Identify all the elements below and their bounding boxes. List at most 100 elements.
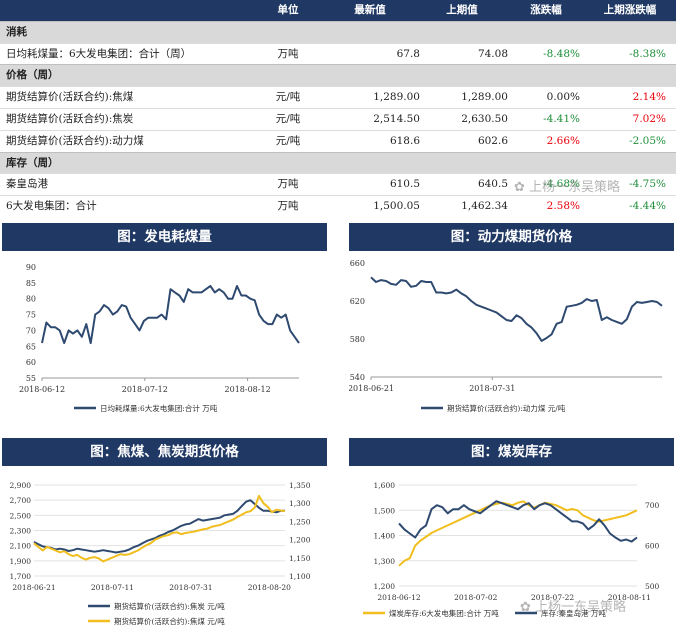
- y-tick-label: 660: [350, 259, 365, 268]
- y-left-tick-label: 1,200: [374, 582, 396, 591]
- x-tick-label: 2018-08-11: [608, 593, 651, 602]
- change-percent: 0.00%: [546, 91, 580, 104]
- column-header: 最新值: [354, 4, 386, 16]
- section-label: 价格（周）: [6, 69, 59, 82]
- table-row: 期货结算价(活跃合约):焦炭 元/吨 2,514.50 2,630.50 -4.41% 7…: [0, 107, 676, 130]
- latest-value: 1,500.05: [373, 200, 420, 213]
- unit-cell: 万吨: [277, 47, 299, 60]
- y-left-tick-label: 2,500: [10, 511, 32, 520]
- chart-svg: 55 60 65 70 75 80 85 90 2018-06-12 2018-07-12 2018…: [19, 263, 300, 413]
- unit-cell: 元/吨: [275, 112, 301, 125]
- indicator-name: 期货结算价(活跃合约):焦炭: [6, 112, 134, 125]
- wechat-icon: ✿: [520, 600, 536, 615]
- y-tick-label: 580: [350, 335, 365, 344]
- x-tick-label: 2018-07-11: [91, 583, 134, 592]
- latest-value: 67.8: [396, 47, 420, 60]
- indicator-name: 秦皇岛港: [6, 178, 48, 191]
- y-tick-label: 70: [26, 326, 36, 335]
- y-tick-label: 55: [26, 374, 36, 383]
- chart-title: 图：煤炭库存: [349, 438, 674, 466]
- latest-value: 610.5: [389, 178, 420, 191]
- x-tick-label: 2018-07-02: [454, 593, 497, 602]
- legend-label: 库存:秦皇岛港 万吨: [541, 608, 606, 618]
- x-tick-label: 2018-06-21: [349, 384, 394, 393]
- x-tick-label: 2018-07-31: [169, 583, 212, 592]
- unit-cell: 万吨: [277, 178, 299, 191]
- y-tick-label: 60: [26, 358, 36, 367]
- change-percent: -4.68%: [543, 178, 580, 191]
- previous-change-percent: 7.02%: [632, 112, 666, 125]
- chart-panel-thermal-coal-futures: 图：动力煤期货价格 540 580 620 660 2018-06-21 2018-07-…: [349, 223, 674, 428]
- y-right-tick-label: 1,150: [289, 554, 311, 563]
- y-right-tick-label: 500: [645, 582, 660, 591]
- previous-value: 2,630.50: [461, 112, 508, 125]
- chart-svg: 540 580 620 660 2018-06-21 2018-07-31 期货结算价(活跃…: [349, 259, 663, 413]
- legend-label: 煤炭库存:6大发电集团:合计 万吨: [389, 608, 499, 618]
- watermark-top: ✿ 上杨一东吴策略: [514, 180, 621, 195]
- x-tick-label: 2018-07-22: [531, 593, 574, 602]
- y-tick-label: 540: [350, 373, 365, 382]
- table-row: 6大发电集团：合计 万吨 1,500.05 1,462.34 2.58% -4.44%: [0, 195, 676, 217]
- x-tick-label: 2018-08-20: [248, 583, 291, 592]
- watermark-bottom: ✿ 上杨一东吴策略: [520, 600, 627, 615]
- y-tick-label: 65: [26, 342, 36, 351]
- indicator-name: 日均耗煤量：6大发电集团：合计（周）: [6, 47, 192, 60]
- legend-label: 期货结算价(活跃合约):焦煤 元/吨: [114, 616, 225, 626]
- previous-change-percent: -8.38%: [629, 47, 666, 60]
- chart-panel-coal-inventory: 图：煤炭库存 1,200 1,300 1,400 1,500 1,600 500 600 70…: [349, 438, 674, 630]
- previous-value: 1,289.00: [461, 91, 508, 104]
- y-left-tick-label: 1,700: [10, 572, 32, 581]
- chart-title: 图：发电耗煤量: [2, 223, 327, 251]
- section-row: 价格（周）: [0, 64, 676, 87]
- y-tick-label: 90: [26, 263, 36, 272]
- change-percent: 2.58%: [546, 200, 580, 213]
- section-label: 消耗: [6, 25, 27, 38]
- previous-value: 74.08: [477, 47, 508, 60]
- column-header: 涨跌幅: [530, 4, 562, 16]
- y-right-tick-label: 1,250: [289, 517, 311, 526]
- latest-value: 1,289.00: [373, 91, 420, 104]
- table-row: 期货结算价(活跃合约):焦煤 元/吨 1,289.00 1,289.00 0.00% 2.…: [0, 86, 676, 108]
- y-left-tick-label: 2,300: [10, 527, 32, 536]
- legend-label: 日均耗煤量:6大发电集团:合计 万吨: [100, 403, 218, 413]
- x-tick-label: 2018-08-12: [225, 385, 271, 394]
- legend-label: 期货结算价(活跃合约):动力煤 元/吨: [447, 403, 566, 413]
- series-line: [370, 276, 663, 342]
- series-line-1: [398, 500, 638, 543]
- change-percent: -4.41%: [543, 112, 580, 125]
- unit-cell: 元/吨: [275, 134, 301, 147]
- y-right-tick-label: 1,100: [289, 572, 311, 581]
- previous-value: 1,462.34: [461, 200, 508, 213]
- series-line-0: [398, 500, 638, 567]
- section-row: 消耗: [0, 20, 676, 43]
- x-tick-label: 2018-06-21: [12, 583, 55, 592]
- unit-cell: 万吨: [277, 200, 299, 213]
- y-left-tick-label: 1,600: [374, 481, 396, 490]
- column-header: 上期涨跌幅: [603, 4, 657, 16]
- previous-change-percent: 2.14%: [632, 91, 666, 104]
- indicator-name: 期货结算价(活跃合约):焦煤: [6, 91, 134, 104]
- y-tick-label: 620: [350, 297, 365, 306]
- y-left-tick-label: 1,400: [374, 532, 396, 541]
- x-tick-label: 2018-07-12: [122, 385, 168, 394]
- chart-title: 图：焦煤、焦炭期货价格: [2, 438, 327, 466]
- chart-panel-power-coal-consumption: 图：发电耗煤量 55 60 65 70 75 80 85 90 2018-06-12 2018-0…: [2, 223, 327, 428]
- y-tick-label: 80: [26, 295, 36, 304]
- chart-title: 图：动力煤期货价格: [349, 223, 674, 251]
- indicator-name: 6大发电集团：合计: [6, 200, 97, 213]
- previous-value: 602.6: [477, 134, 508, 147]
- column-header: 上期值: [446, 4, 478, 16]
- wechat-icon: ✿: [514, 180, 530, 195]
- unit-cell: 元/吨: [275, 91, 301, 104]
- latest-value: 618.6: [389, 134, 420, 147]
- table-row: 期货结算价(活跃合约):动力煤 元/吨 618.6 602.6 2.66% -2.05%: [0, 129, 676, 152]
- latest-value: 2,514.50: [373, 112, 420, 125]
- previous-value: 640.5: [477, 178, 508, 191]
- legend-label: 期货结算价(活跃合约):焦炭 元/吨: [114, 601, 225, 611]
- y-left-tick-label: 2,700: [10, 496, 32, 505]
- section-label: 库存（周）: [6, 156, 59, 169]
- series-line-1: [33, 494, 286, 563]
- change-percent: 2.66%: [546, 134, 580, 147]
- y-right-tick-label: 600: [645, 542, 660, 551]
- table-row: 秦皇岛港 万吨 610.5 640.5 -4.68% -4.75%: [0, 173, 676, 196]
